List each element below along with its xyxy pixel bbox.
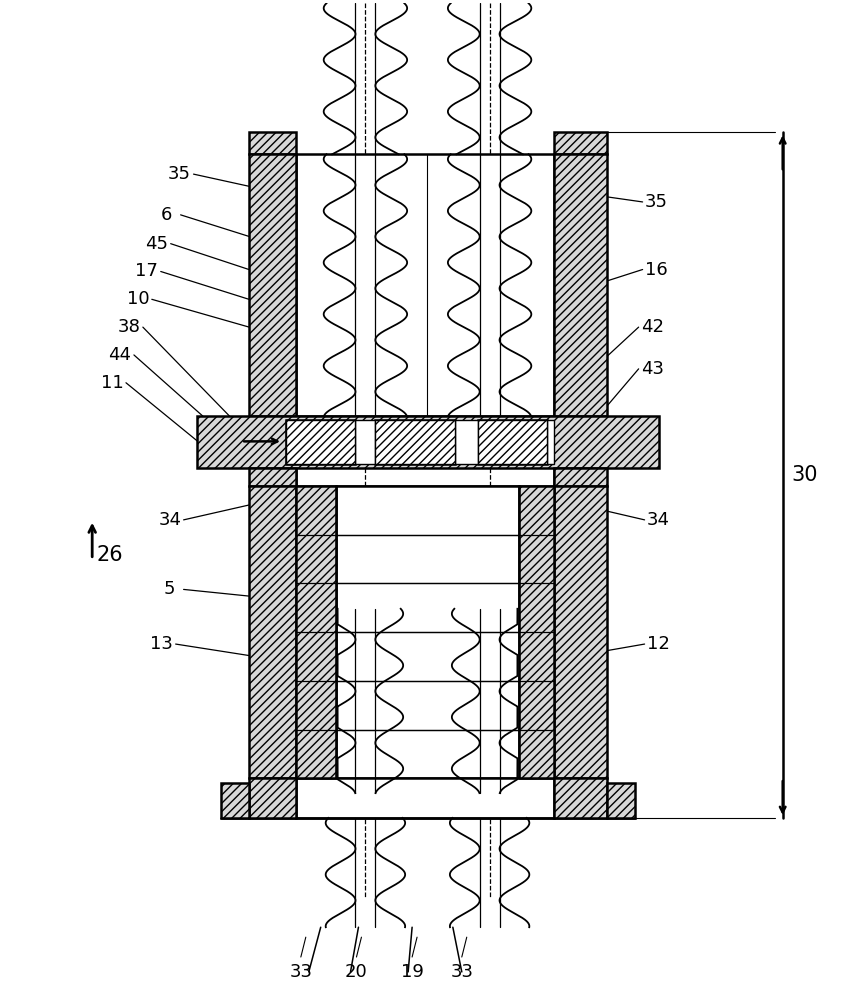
Text: 35: 35 [168, 165, 191, 183]
Text: 10: 10 [127, 290, 149, 308]
Bar [519, 486, 554, 778]
Text: 17: 17 [136, 262, 158, 280]
Text: 20: 20 [345, 963, 368, 981]
Text: 34: 34 [647, 511, 670, 529]
Bar [335, 486, 519, 778]
Bar [296, 778, 554, 818]
Text: 11: 11 [100, 374, 124, 392]
Bar [554, 468, 607, 486]
Bar [249, 154, 296, 416]
Text: 30: 30 [791, 465, 818, 485]
Bar [196, 416, 658, 468]
Text: 33: 33 [450, 963, 474, 981]
Bar [375, 420, 455, 464]
Text: 44: 44 [108, 346, 131, 364]
Text: 12: 12 [647, 635, 670, 653]
Bar [286, 420, 296, 464]
Text: 6: 6 [161, 206, 172, 224]
Bar [554, 486, 607, 778]
Bar [547, 420, 554, 464]
Bar [286, 420, 355, 464]
Bar [375, 420, 455, 464]
Bar [221, 783, 249, 818]
Bar [607, 783, 635, 818]
Text: 42: 42 [641, 318, 664, 336]
Text: 38: 38 [118, 318, 141, 336]
Text: 13: 13 [150, 635, 173, 653]
Bar [455, 420, 478, 464]
Text: 16: 16 [645, 261, 668, 279]
Bar [554, 154, 607, 416]
Bar [478, 420, 547, 464]
Bar [249, 468, 296, 486]
Bar [249, 132, 296, 154]
Bar [554, 132, 607, 154]
Bar [355, 420, 375, 464]
Text: 5: 5 [164, 580, 175, 598]
Text: 45: 45 [145, 235, 168, 253]
Bar [296, 154, 554, 416]
Text: 19: 19 [401, 963, 424, 981]
Text: 26: 26 [97, 545, 124, 565]
Text: 33: 33 [289, 963, 312, 981]
Bar [296, 486, 554, 778]
Text: 35: 35 [645, 193, 668, 211]
Bar [249, 778, 296, 818]
Bar [554, 778, 607, 818]
Bar [296, 486, 335, 778]
Text: 43: 43 [641, 360, 664, 378]
Bar [249, 486, 296, 778]
Text: 34: 34 [158, 511, 181, 529]
Bar [286, 420, 355, 464]
Bar [478, 420, 547, 464]
